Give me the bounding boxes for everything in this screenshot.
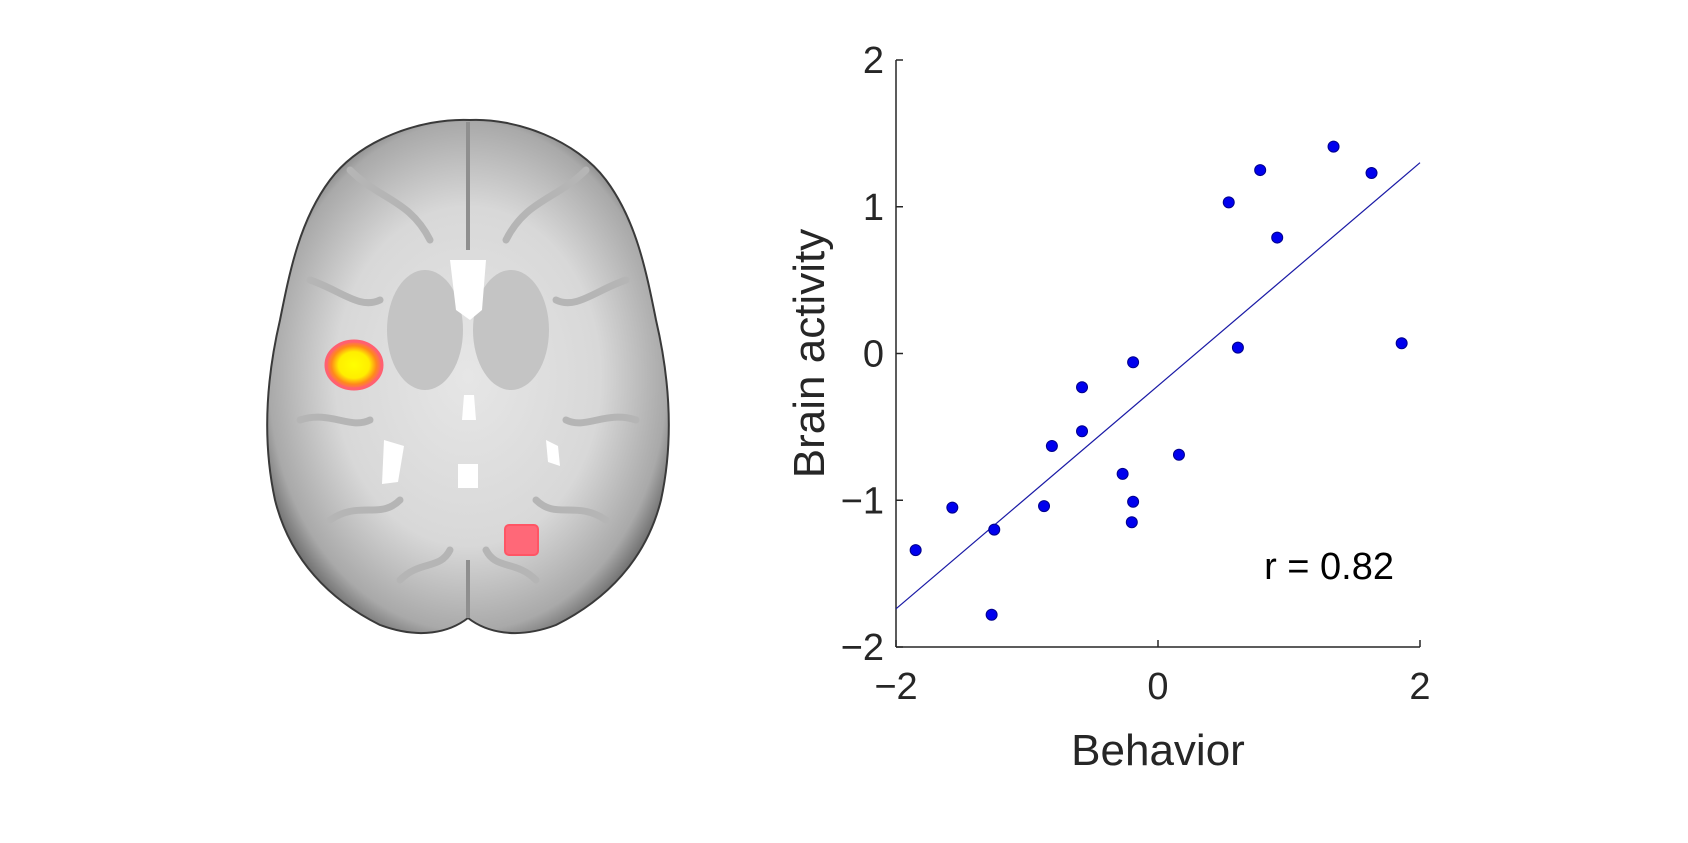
right-occipital-horn: [546, 440, 560, 466]
third-ventricle: [462, 395, 476, 420]
data-point: [1076, 425, 1089, 438]
correlation-annotation: r = 0.82: [1264, 546, 1394, 588]
left-basal-ganglia: [387, 270, 463, 390]
data-point: [1076, 381, 1089, 394]
left-occipital-horn: [382, 440, 404, 484]
data-point: [1127, 495, 1140, 508]
data-point: [1327, 140, 1340, 153]
frontal-horns: [450, 260, 486, 320]
y-tick-label: 0: [863, 334, 884, 376]
data-point: [946, 501, 959, 514]
data-point: [1127, 356, 1140, 369]
y-tick-label: 2: [863, 40, 884, 82]
data-point: [1125, 516, 1138, 529]
data-point: [1045, 439, 1058, 452]
data-point: [1365, 166, 1378, 179]
activation-blob-occipital: [504, 524, 539, 556]
data-point: [1222, 196, 1235, 209]
data-point: [1172, 448, 1185, 461]
data-point: [1271, 231, 1284, 244]
y-axis-label: Brain activity: [785, 229, 834, 478]
gyri-pattern: [296, 166, 640, 584]
chart-canvas: −2 0 2 −2 −1 0 1 2 Behavior Brain activity r = …: [785, 40, 1431, 775]
posterior-cistern: [458, 464, 478, 488]
data-point: [1116, 467, 1129, 480]
data-point: [1038, 500, 1051, 513]
axes: [895, 59, 1421, 648]
regression-line: [895, 162, 1421, 610]
y-tick-label: 1: [863, 187, 884, 229]
y-tick-label: −2: [841, 627, 884, 669]
y-tick-label: −1: [841, 480, 884, 522]
x-axis-label: Behavior: [1071, 726, 1245, 775]
data-point: [988, 523, 1001, 536]
data-points: [909, 140, 1408, 621]
brain-axial-slice-icon: [266, 118, 670, 635]
tick-labels: −2 0 2 −2 −1 0 1 2: [841, 40, 1431, 708]
regression-line-group: [895, 162, 1421, 610]
data-point: [909, 544, 922, 557]
data-point: [1231, 341, 1244, 354]
x-tick-label: 2: [1409, 666, 1430, 708]
scatter-plot: −2 0 2 −2 −1 0 1 2 Behavior Brain activity r = …: [780, 0, 1688, 838]
data-point: [985, 608, 998, 621]
right-basal-ganglia: [473, 270, 549, 390]
x-tick-label: −2: [874, 666, 917, 708]
data-point: [1254, 164, 1267, 177]
data-point: [1395, 337, 1408, 350]
x-tick-label: 0: [1147, 666, 1168, 708]
activation-blob-insula: [324, 339, 384, 391]
brain-slice-figure: [0, 0, 780, 838]
